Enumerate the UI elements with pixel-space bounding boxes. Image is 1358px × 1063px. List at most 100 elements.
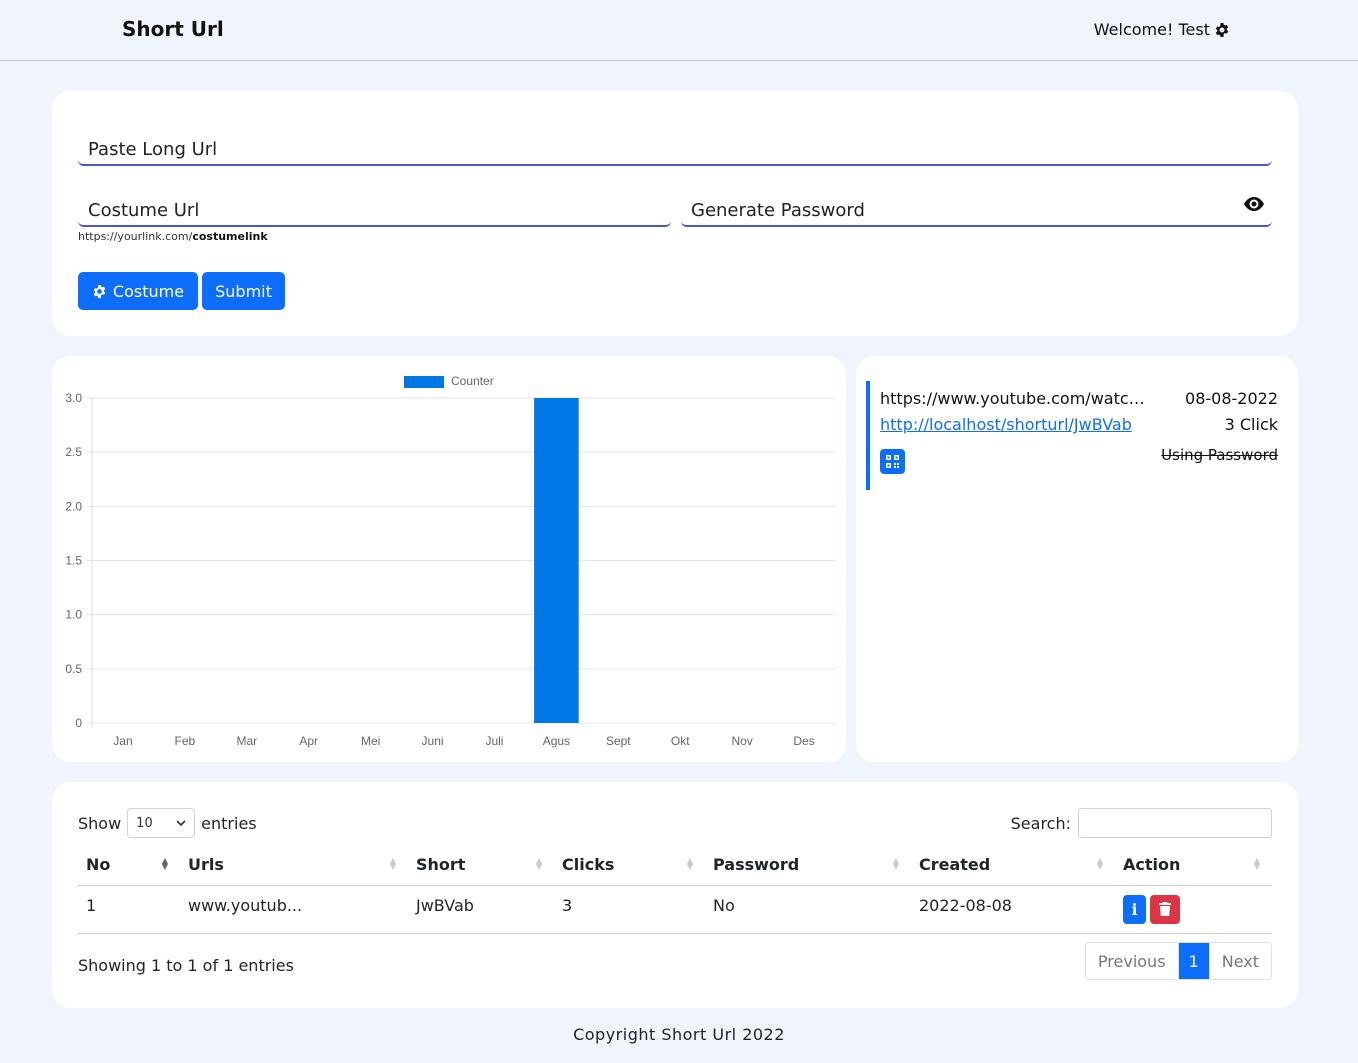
recent-link-item: https://www.youtube.com/watch?v= 08-08-2… — [866, 381, 1278, 490]
column-header-urls[interactable]: Urls ▲ ▼ — [180, 845, 408, 886]
x-tick-label: Mar — [236, 734, 257, 748]
cell-action: i — [1115, 885, 1272, 934]
password-input[interactable] — [681, 189, 1272, 225]
costume-url-hint: https://yourlink.com/costumelink — [78, 230, 268, 243]
costume-url-field — [78, 189, 671, 227]
clicks-bar-chart: Counter 0 0.5 1.0 1.5 2.0 2.5 3.0 Jan Feb Mar Apr Me… — [65, 374, 835, 748]
sort-icon: ▲ ▼ — [892, 856, 899, 871]
y-tick-label: 2.0 — [65, 499, 82, 513]
table-row: 1 www.youtub... JwBVab 3 No 2022-08-08 i — [78, 885, 1272, 934]
x-tick-label: Okt — [671, 734, 690, 748]
brand-title[interactable]: Short Url — [122, 17, 224, 41]
entries-select-value: 10 — [136, 815, 153, 831]
bar-agus — [534, 398, 579, 723]
y-tick-label: 0.5 — [65, 662, 82, 676]
urls-table: No ▲ ▼ Urls ▲ ▼ Short ▲ ▼ Clicks ▲ ▼ Password ▲ ▼ … — [78, 845, 1272, 934]
recent-links-card: https://www.youtube.com/watch?v= 08-08-2… — [856, 356, 1298, 762]
gear-icon — [93, 284, 106, 298]
cell-short: JwBVab — [408, 885, 554, 934]
y-tick-label: 1.5 — [65, 554, 82, 568]
cell-created: 2022-08-08 — [911, 885, 1115, 934]
hint-bold: costumelink — [192, 230, 268, 243]
urls-table-card: Show 10 entries Search: No ▲ ▼ Urls ▲ ▼ Shor… — [52, 782, 1298, 1008]
x-tick-label: Jan — [113, 734, 132, 748]
submit-button-label: Submit — [215, 281, 272, 301]
cell-no: 1 — [78, 885, 180, 934]
legend-label: Counter — [451, 374, 494, 388]
delete-button[interactable] — [1150, 894, 1180, 924]
x-tick-label: Mei — [361, 734, 380, 748]
column-header-created[interactable]: Created ▲ ▼ — [911, 845, 1115, 886]
y-tick-label: 0 — [75, 716, 82, 730]
chevron-down-icon — [176, 820, 186, 826]
welcome-text: Welcome! Test — [1093, 20, 1210, 39]
x-tick-label: Juli — [485, 734, 503, 748]
header-label: Created — [919, 855, 991, 875]
cell-clicks: 3 — [554, 885, 705, 934]
user-menu[interactable]: Welcome! Test — [1094, 20, 1230, 39]
shorten-form-card: https://yourlink.com/costumelink Costume… — [52, 91, 1298, 336]
column-header-password[interactable]: Password ▲ ▼ — [705, 845, 911, 886]
info-button[interactable]: i — [1123, 894, 1146, 924]
column-header-short[interactable]: Short ▲ ▼ — [408, 845, 554, 886]
header-label: Clicks — [562, 855, 615, 875]
long-url-input[interactable] — [78, 128, 1272, 164]
eye-icon[interactable] — [1244, 196, 1264, 212]
table-info: Showing 1 to 1 of 1 entries — [78, 956, 294, 975]
page-1-button[interactable]: 1 — [1177, 943, 1209, 979]
password-field — [681, 189, 1272, 227]
qr-code-icon — [886, 455, 899, 468]
x-tick-label: Agus — [543, 734, 570, 748]
x-tick-label: Nov — [731, 734, 752, 748]
link-click-count: 3 Click — [1224, 415, 1278, 434]
y-tick-label: 2.5 — [65, 445, 82, 459]
costume-button-label: Costume — [112, 281, 185, 301]
submit-button[interactable]: Submit — [202, 272, 285, 310]
link-password-status: Using Password — [1161, 446, 1278, 464]
table-search: Search: — [1011, 808, 1272, 838]
x-tick-label: Apr — [299, 734, 318, 748]
pagination: Previous 1 Next — [1084, 942, 1272, 980]
link-date: 08-08-2022 — [1185, 389, 1278, 408]
next-page-button[interactable]: Next — [1208, 943, 1271, 979]
column-header-clicks[interactable]: Clicks ▲ ▼ — [554, 845, 705, 886]
qr-code-button[interactable] — [880, 449, 905, 474]
y-tick-label: 1.0 — [65, 608, 82, 622]
previous-page-button[interactable]: Previous — [1097, 951, 1166, 971]
sort-icon: ▲ ▼ — [389, 856, 396, 871]
hint-prefix: https://yourlink.com/ — [78, 230, 193, 243]
costume-url-input[interactable] — [78, 189, 671, 225]
x-tick-label: Des — [793, 734, 814, 748]
legend-swatch — [404, 376, 444, 388]
column-header-no[interactable]: No ▲ ▼ — [78, 845, 180, 886]
trash-icon — [1159, 902, 1171, 916]
navbar: Short Url Welcome! Test — [0, 0, 1358, 61]
x-tick-label: Feb — [175, 734, 196, 748]
entries-length-control: Show 10 entries — [78, 808, 257, 838]
header-label: Action — [1123, 855, 1181, 875]
footer-copyright: Copyright Short Url 2022 — [573, 1025, 785, 1044]
entries-select[interactable]: 10 — [127, 808, 196, 838]
sort-icon: ▲ ▼ — [1096, 856, 1103, 871]
header-label: No — [86, 855, 111, 875]
long-url-field — [78, 128, 1272, 166]
search-input[interactable] — [1078, 808, 1272, 838]
column-header-action[interactable]: Action ▲ ▼ — [1115, 845, 1272, 886]
costume-button[interactable]: Costume — [78, 272, 198, 310]
clicks-chart-card: Counter 0 0.5 1.0 1.5 2.0 2.5 3.0 Jan Feb Mar Apr Me… — [52, 356, 846, 762]
link-short-url[interactable]: http://localhost/shorturl/JwBVab — [880, 415, 1132, 434]
x-tick-label: Sept — [606, 734, 631, 748]
show-label: Show — [78, 813, 122, 833]
search-label: Search: — [1010, 813, 1071, 833]
sort-icon: ▲ ▼ — [686, 856, 693, 871]
header-label: Password — [713, 855, 800, 875]
header-label: Urls — [188, 855, 224, 875]
x-tick-label: Juni — [422, 734, 444, 748]
sort-icon: ▲ ▼ — [535, 856, 542, 871]
entries-label: entries — [201, 813, 257, 833]
info-icon: i — [1131, 899, 1138, 919]
cell-password: No — [705, 885, 911, 934]
header-label: Short — [416, 855, 466, 875]
gear-icon[interactable] — [1214, 22, 1230, 38]
sort-icon: ▲ ▼ — [161, 856, 168, 871]
